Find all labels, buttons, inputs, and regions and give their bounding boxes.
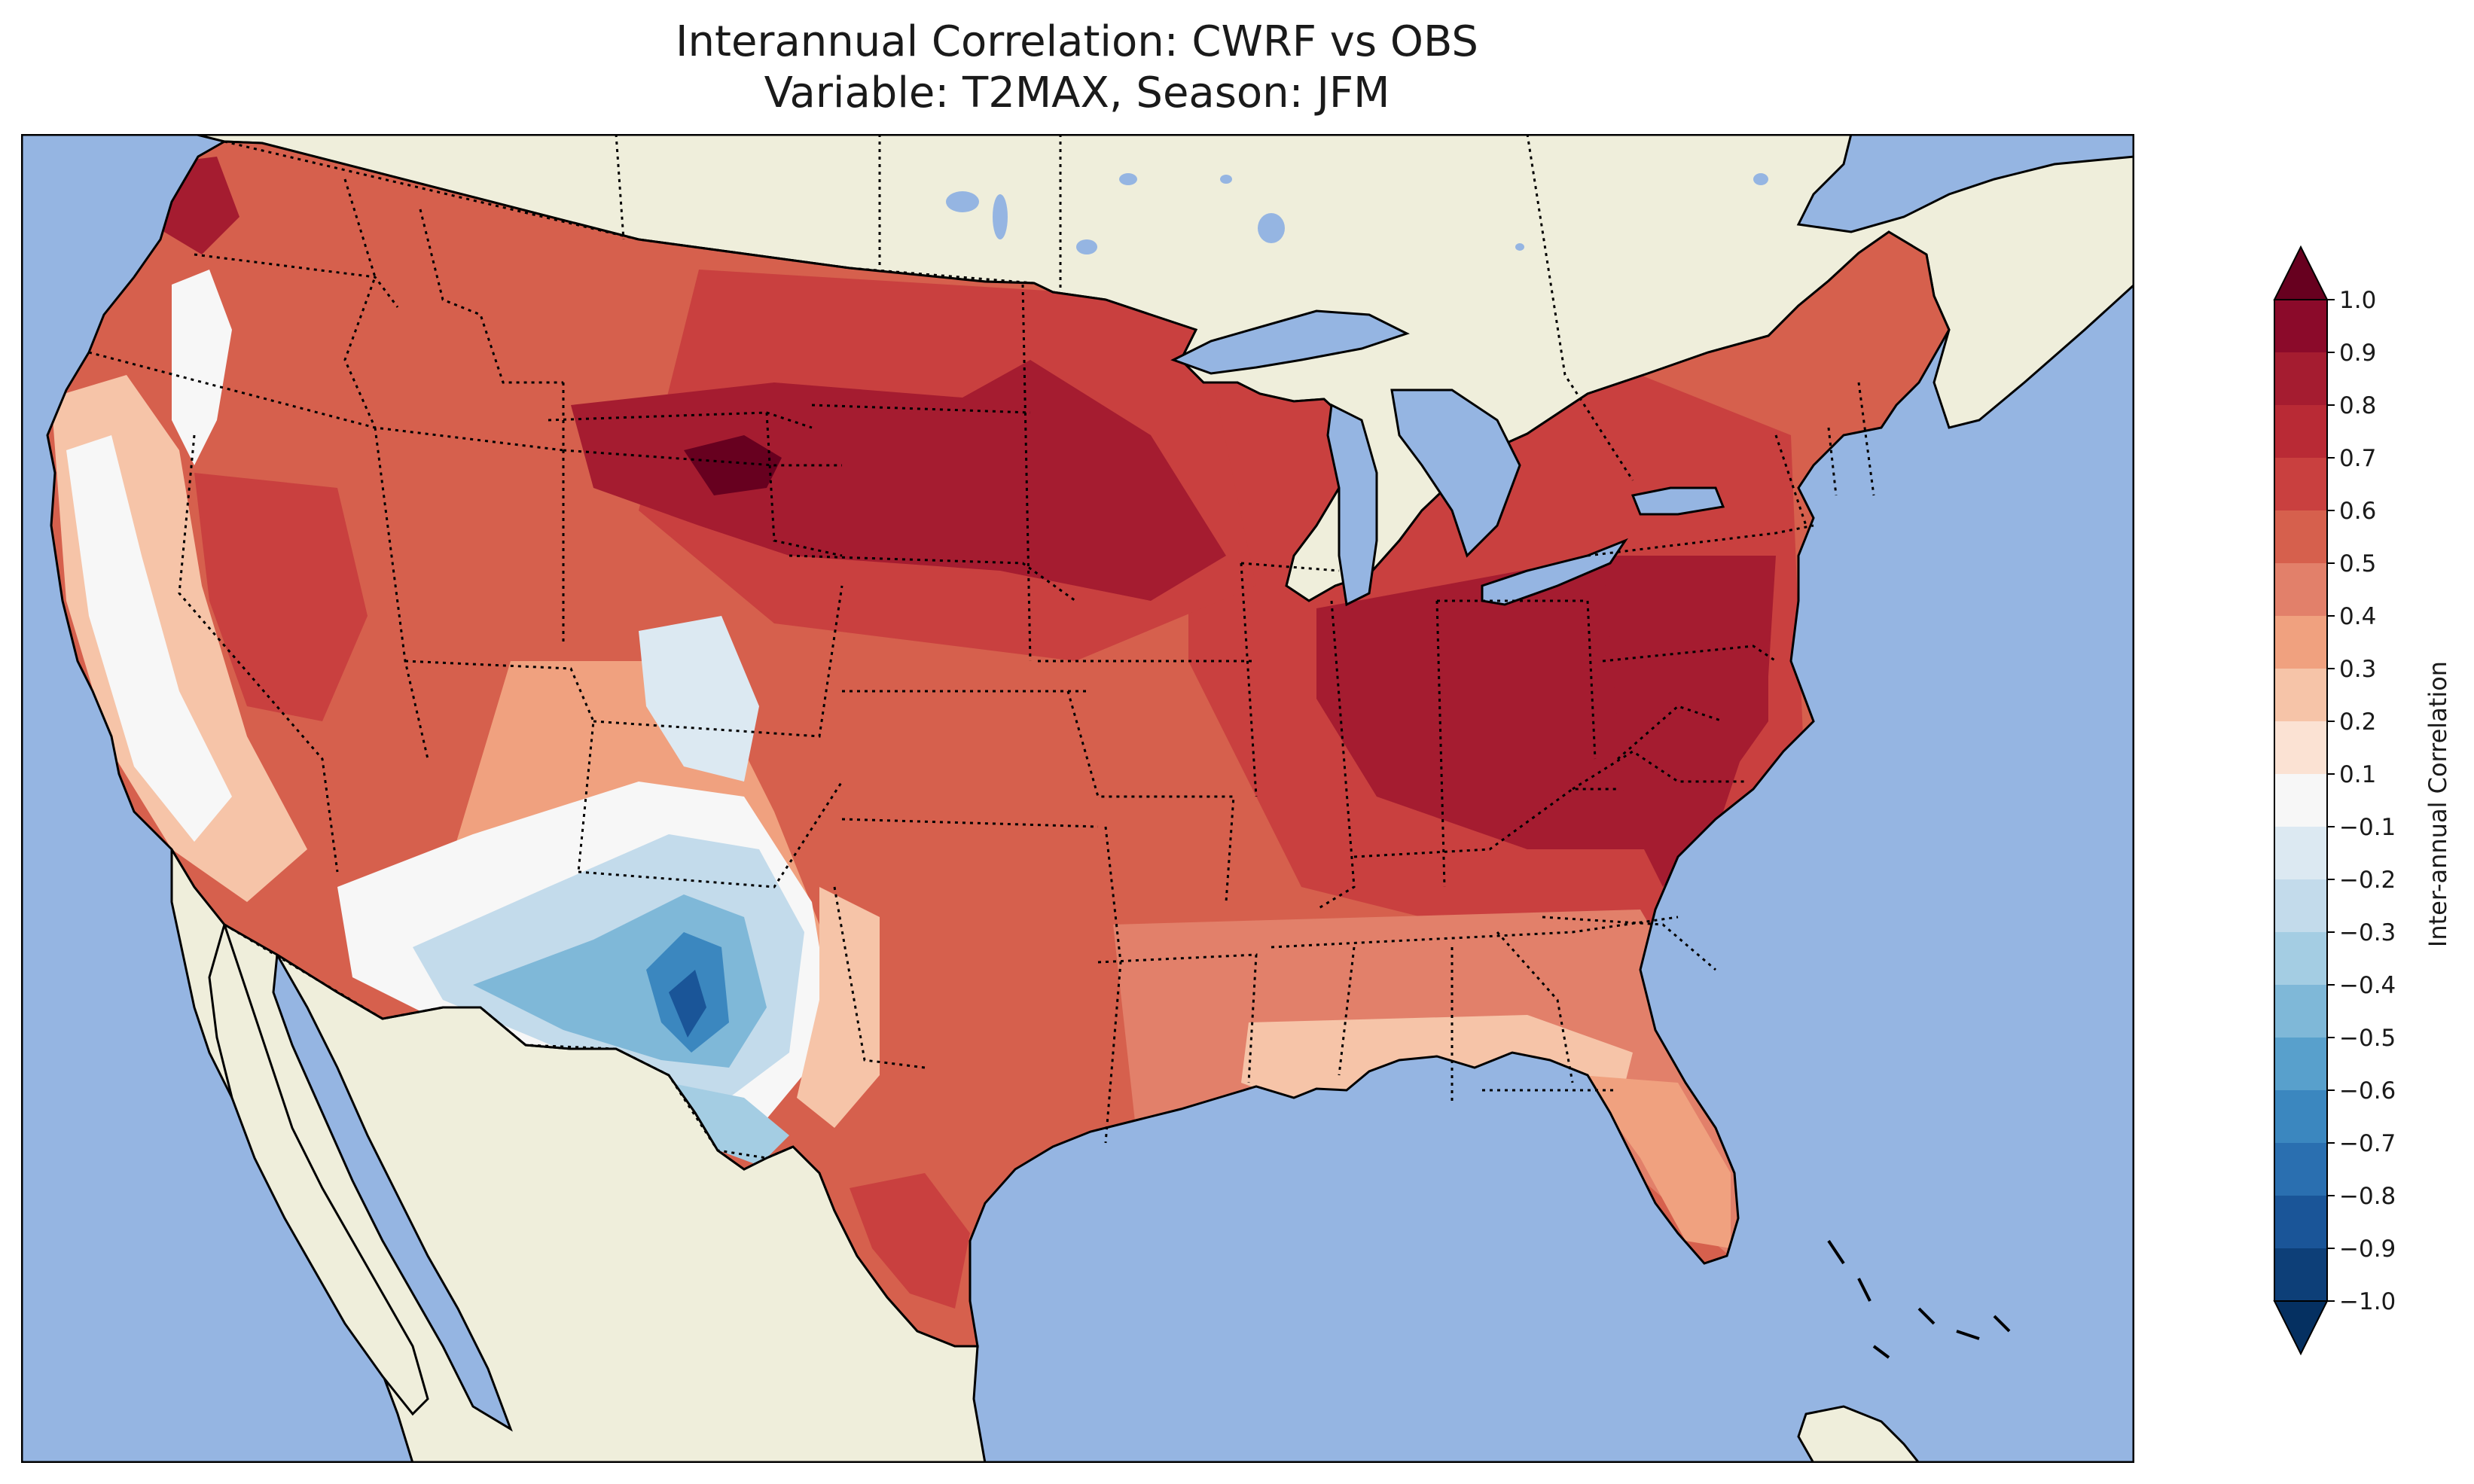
gulf-of-california — [272, 951, 513, 1432]
colorbar-tick-label: −1.0 — [2339, 1288, 2396, 1315]
field-zone-sw-neg4 — [669, 970, 706, 1038]
colorbar-segment — [2274, 827, 2327, 880]
lake-huron — [1390, 389, 1521, 558]
title-line-1: Interannual Correlation: CWRF vs OBS — [676, 17, 1478, 66]
colorbar-segment — [2274, 458, 2327, 511]
colorbar-segments — [2273, 245, 2329, 1356]
colorbar-segment — [2274, 1248, 2327, 1302]
colorbar-tick-label: 0.3 — [2339, 656, 2376, 683]
map-svg — [21, 134, 2134, 1463]
colorbar-segment — [2274, 352, 2327, 406]
field-zone-cascades-neutral — [172, 270, 232, 465]
colorbar-segment — [2274, 563, 2327, 617]
colorbar-tick-label: −0.6 — [2339, 1077, 2396, 1105]
field-zone-colorado-neg — [639, 616, 759, 782]
colorbar-tick-label: 0.4 — [2339, 603, 2376, 630]
colorbar-tick-label: 0.6 — [2339, 498, 2376, 525]
colorbar-tick-label: −0.5 — [2339, 1025, 2396, 1052]
field-zone-texas-transition — [797, 887, 880, 1128]
colorbar: 1.0 0.9 0.8 0.7 0.6 0.5 0.4 0.3 0.2 0.1 −0.1 −0.2 −0… — [2273, 245, 2452, 1356]
colorbar-tick-label: −0.4 — [2339, 972, 2396, 999]
bahamas — [1827, 1239, 2011, 1359]
colorbar-segment — [2274, 405, 2327, 459]
map-panel — [21, 134, 2134, 1463]
colorbar-segment — [2274, 1090, 2327, 1144]
baja-california — [208, 920, 429, 1416]
field-zone-midatlantic — [1603, 556, 1776, 887]
field-zone-wyoming-peak — [684, 435, 782, 495]
map-frame — [21, 134, 2134, 1463]
great-lakes — [1170, 309, 1725, 607]
colorbar-tick-label: −0.7 — [2339, 1130, 2396, 1157]
colorbar-segment — [2274, 721, 2327, 775]
lake-superior — [1170, 309, 1410, 375]
state-borders — [88, 134, 1875, 1159]
colorbar-segment — [2274, 510, 2327, 564]
colorbar-extend-top — [2273, 245, 2329, 300]
lake-erie — [1481, 538, 1628, 606]
colorbar-segment — [2274, 985, 2327, 1038]
field-zone-dakotas-max — [571, 360, 1226, 601]
lake-michigan — [1326, 403, 1378, 607]
field-zone-south-texas — [850, 1173, 970, 1309]
colorbar-tick-label: −0.3 — [2339, 919, 2396, 946]
colorbar-tick-label: 0.9 — [2339, 340, 2376, 367]
colorbar-tick-label: 0.7 — [2339, 445, 2376, 472]
canadian-lakes — [946, 173, 1768, 254]
colorbar-tick-label: −0.1 — [2339, 814, 2396, 841]
cuba — [1797, 1405, 1920, 1463]
chart-title: Interannual Correlation: CWRF vs OBS Var… — [0, 17, 2154, 119]
colorbar-tick-label: 0.2 — [2339, 708, 2376, 736]
colorbar-tick-label: −0.2 — [2339, 867, 2396, 894]
field-zone-california-neutral — [66, 435, 232, 842]
colorbar-segment — [2274, 774, 2327, 827]
field-zone-west-texas-neg — [669, 1083, 789, 1166]
colorbar-segment — [2274, 1038, 2327, 1091]
colorbar-tick-label: −0.8 — [2339, 1183, 2396, 1210]
colorbar-tick-label: 0.5 — [2339, 550, 2376, 577]
colorbar-segment — [2274, 616, 2327, 669]
lake-ontario — [1631, 486, 1725, 516]
field-zone-great-basin — [194, 473, 368, 721]
colorbar-tick-label: 0.8 — [2339, 392, 2376, 419]
colorbar-segment — [2274, 300, 2327, 353]
colorbar-tick-label: 0.1 — [2339, 761, 2376, 788]
colorbar-tick-label: 1.0 — [2339, 287, 2376, 314]
colorbar-outline — [2274, 299, 2328, 1302]
colorbar-segment — [2274, 1196, 2327, 1249]
colorbar-tick-label: −0.9 — [2339, 1236, 2396, 1263]
title-line-2: Variable: T2MAX, Season: JFM — [764, 69, 1390, 117]
colorbar-extend-bottom — [2273, 1300, 2329, 1356]
colorbar-segment — [2274, 932, 2327, 986]
field-zone-florida — [1580, 1075, 1731, 1248]
colorbar-ticks: 1.0 0.9 0.8 0.7 0.6 0.5 0.4 0.3 0.2 0.1 −0.1 −0.2 −0… — [2327, 287, 2396, 1315]
colorbar-segment — [2274, 1143, 2327, 1196]
colorbar-segment — [2274, 879, 2327, 933]
colorbar-segment — [2274, 669, 2327, 722]
colorbar-label: Inter-annual Correlation — [2424, 661, 2452, 947]
